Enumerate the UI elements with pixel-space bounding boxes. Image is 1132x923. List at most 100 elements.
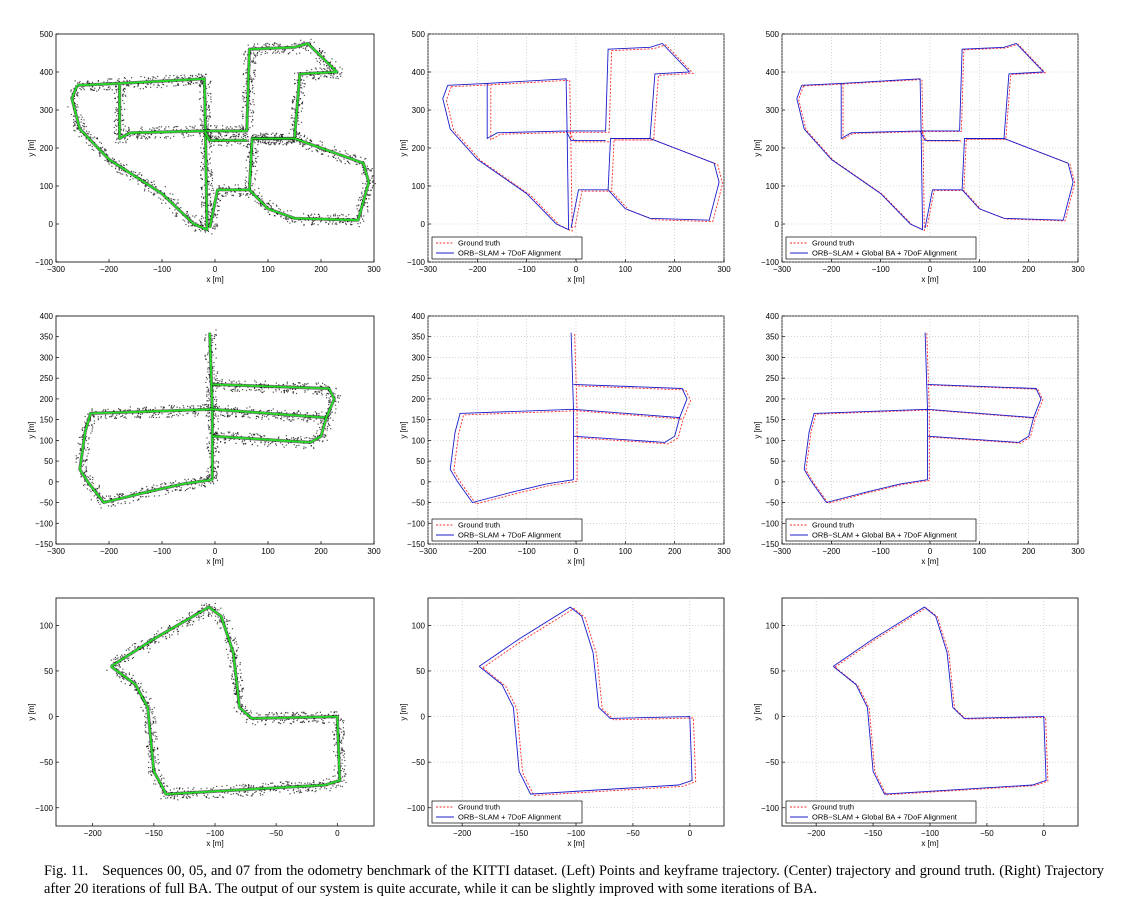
map-point	[254, 791, 256, 793]
map-point	[211, 173, 213, 175]
map-point	[223, 433, 225, 435]
map-point	[218, 209, 220, 212]
map-point	[171, 82, 173, 84]
map-point	[270, 410, 273, 412]
map-point	[280, 418, 282, 420]
map-point	[251, 409, 253, 411]
map-point	[327, 392, 329, 395]
map-point	[242, 115, 244, 117]
map-point	[115, 109, 117, 111]
map-point	[218, 205, 220, 207]
map-point	[203, 202, 205, 204]
map-point	[363, 220, 365, 222]
x-axis-label: x [m]	[206, 839, 223, 848]
map-point	[161, 483, 163, 485]
map-point	[202, 204, 204, 206]
map-point	[283, 383, 285, 386]
map-point	[301, 121, 303, 123]
map-point	[174, 215, 176, 217]
map-point	[80, 127, 83, 129]
map-point	[271, 712, 273, 714]
map-point	[306, 137, 308, 139]
map-point	[73, 98, 76, 100]
map-point	[247, 44, 249, 46]
map-point	[186, 132, 188, 134]
map-point	[209, 452, 211, 455]
map-point	[90, 420, 92, 422]
map-point	[297, 418, 299, 420]
map-point	[272, 132, 274, 134]
map-point	[257, 43, 259, 45]
map-point	[171, 416, 173, 418]
map-point	[144, 180, 147, 182]
map-point	[215, 348, 217, 350]
map-point	[211, 171, 213, 174]
map-point	[129, 646, 131, 649]
map-point	[201, 152, 204, 154]
map-point	[258, 50, 260, 52]
map-point	[167, 626, 169, 628]
map-point	[209, 115, 211, 117]
map-point	[77, 92, 79, 94]
map-point	[161, 82, 163, 84]
map-point	[252, 153, 254, 155]
map-point	[99, 155, 101, 157]
map-point	[265, 142, 267, 144]
map-point	[80, 89, 82, 91]
map-point	[193, 407, 195, 409]
legend-label-ground-truth: Ground truth	[812, 239, 854, 248]
map-point	[208, 213, 210, 215]
map-point	[230, 666, 232, 668]
map-point	[253, 162, 255, 164]
map-point	[211, 606, 213, 608]
y-tick-label: 150	[766, 416, 780, 425]
y-axis-label: y [m]	[27, 703, 36, 720]
map-point	[302, 712, 304, 714]
map-point	[225, 642, 227, 644]
x-tick-label: −100	[153, 547, 172, 556]
map-point	[300, 46, 302, 48]
map-point	[292, 99, 294, 101]
map-point	[145, 495, 147, 498]
map-point	[123, 119, 125, 121]
map-point	[118, 167, 120, 169]
map-point	[212, 221, 214, 223]
map-point	[281, 133, 284, 136]
map-point	[265, 42, 267, 45]
map-point	[257, 142, 259, 144]
map-point	[299, 790, 301, 792]
map-point	[215, 433, 217, 435]
map-point	[200, 177, 202, 179]
map-point	[153, 194, 155, 196]
map-point	[152, 414, 154, 416]
map-point	[294, 42, 296, 44]
map-point	[189, 125, 191, 127]
map-point	[192, 794, 194, 796]
map-point	[245, 77, 247, 80]
map-point	[139, 496, 142, 498]
map-point	[292, 141, 294, 143]
map-point	[152, 76, 154, 78]
map-point	[218, 185, 220, 187]
map-point	[315, 720, 317, 722]
map-point	[292, 140, 294, 142]
map-point	[112, 157, 114, 159]
map-point	[134, 86, 136, 88]
map-point	[327, 385, 329, 388]
map-point	[217, 382, 219, 384]
map-point	[250, 77, 252, 79]
map-point	[356, 208, 358, 210]
map-point	[144, 179, 146, 181]
map-point	[217, 386, 219, 388]
map-point	[153, 495, 156, 497]
map-point	[210, 169, 212, 171]
map-point	[252, 161, 254, 163]
map-point	[108, 163, 110, 165]
map-point	[77, 95, 79, 97]
map-point	[129, 135, 131, 137]
map-point	[143, 648, 145, 650]
map-point	[351, 156, 353, 158]
map-point	[214, 223, 216, 225]
map-point	[165, 797, 167, 799]
